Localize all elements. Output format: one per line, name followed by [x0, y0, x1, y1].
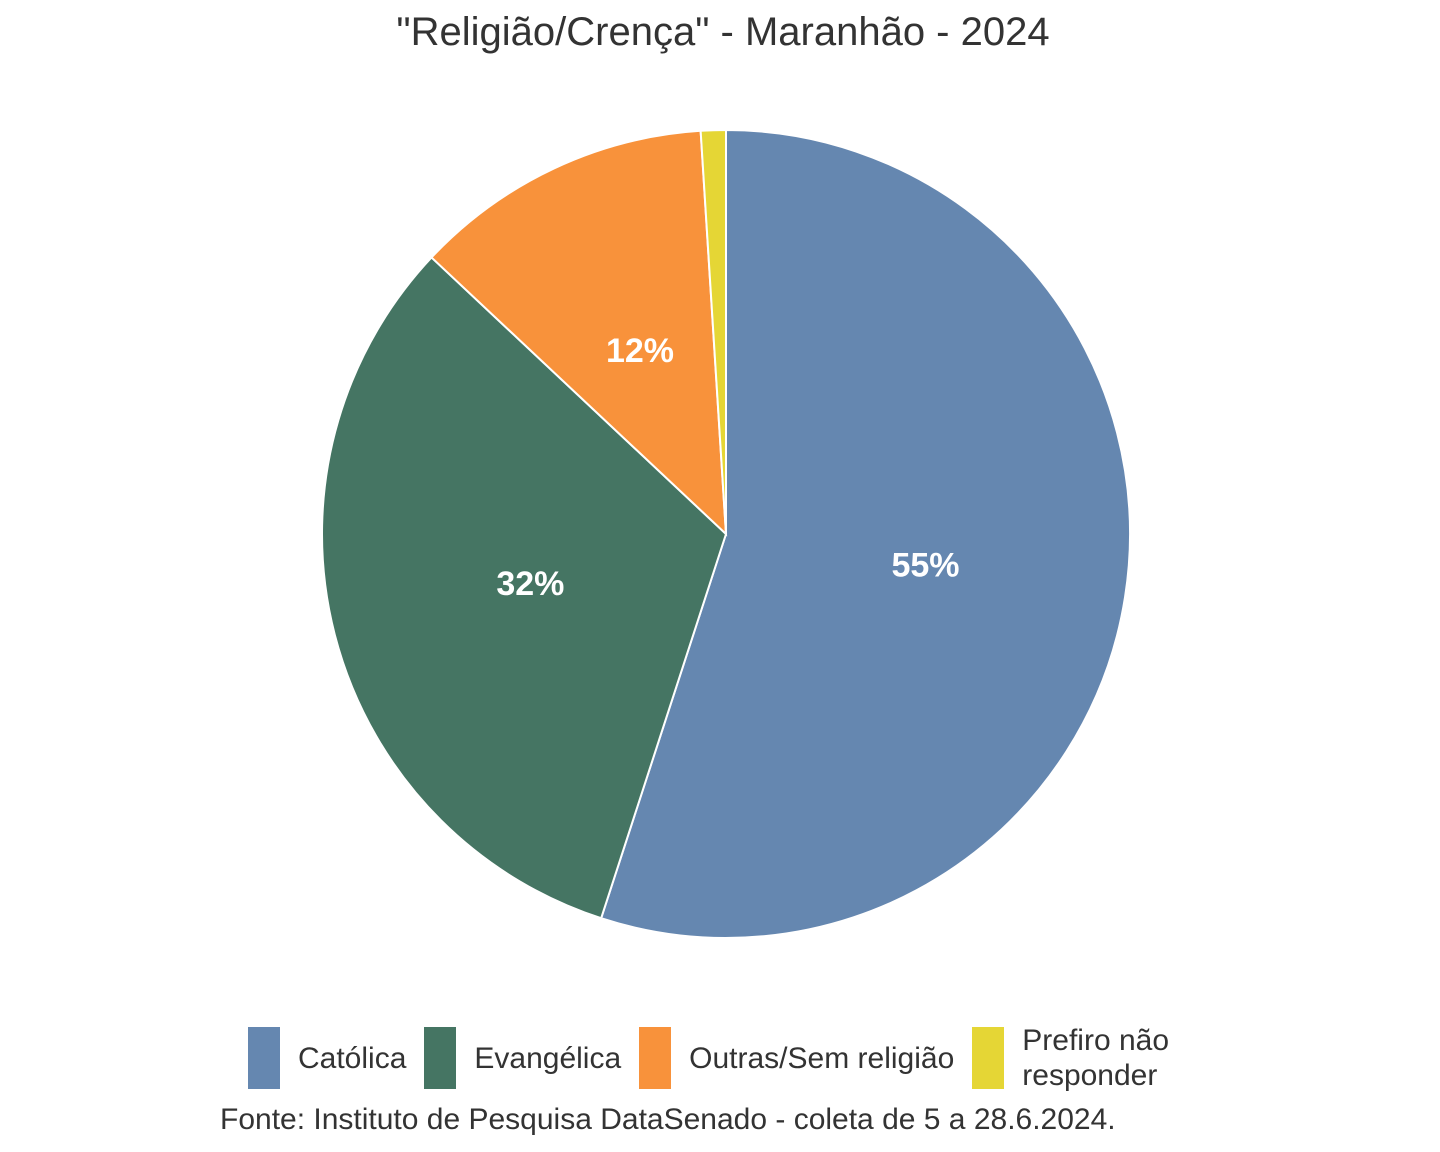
- legend-label-outras: Outras/Sem religião: [689, 1041, 955, 1075]
- slice-label-catolica: 55%: [891, 547, 959, 585]
- pie-chart: 55% 32% 12%: [321, 128, 1131, 939]
- pie-slice-evangelica: [321, 256, 728, 920]
- pie-slices: [321, 128, 1131, 939]
- slice-label-outras-sem-religiao: 12%: [606, 332, 674, 370]
- legend: Católica Evangélica Outras/Sem religião …: [248, 1023, 1210, 1093]
- pie-slice-prefiro-nao-responder: [699, 128, 727, 535]
- legend-swatch-outras: [639, 1027, 672, 1089]
- legend-label-evangelica: Evangélica: [474, 1041, 622, 1075]
- pie-slice-catolica: [599, 128, 1131, 939]
- chart-title: "Religião/Crença" - Maranhão - 2024: [396, 10, 1050, 54]
- legend-swatch-evangelica: [424, 1027, 457, 1089]
- legend-label-prefiro-nao-responder: Prefiro não responder: [1022, 1024, 1170, 1092]
- legend-swatch-catolica: [248, 1027, 280, 1089]
- pie-slice-labels: 55% 32% 12%: [496, 332, 959, 603]
- legend-label-catolica: Católica: [298, 1041, 407, 1075]
- legend-swatch-prefiro-nao-responder: [972, 1027, 1005, 1089]
- slice-label-evangelica: 32%: [496, 565, 564, 603]
- legend-item-outras: Outras/Sem religião: [639, 1027, 954, 1089]
- legend-item-catolica: Católica: [248, 1027, 406, 1089]
- legend-item-evangelica: Evangélica: [424, 1027, 621, 1089]
- pie-slice-outras-sem-religiao: [430, 129, 728, 537]
- source-note: Fonte: Instituto de Pesquisa DataSenado …: [220, 1103, 1116, 1136]
- legend-item-prefiro-nao-responder: Prefiro não responder: [972, 1023, 1192, 1093]
